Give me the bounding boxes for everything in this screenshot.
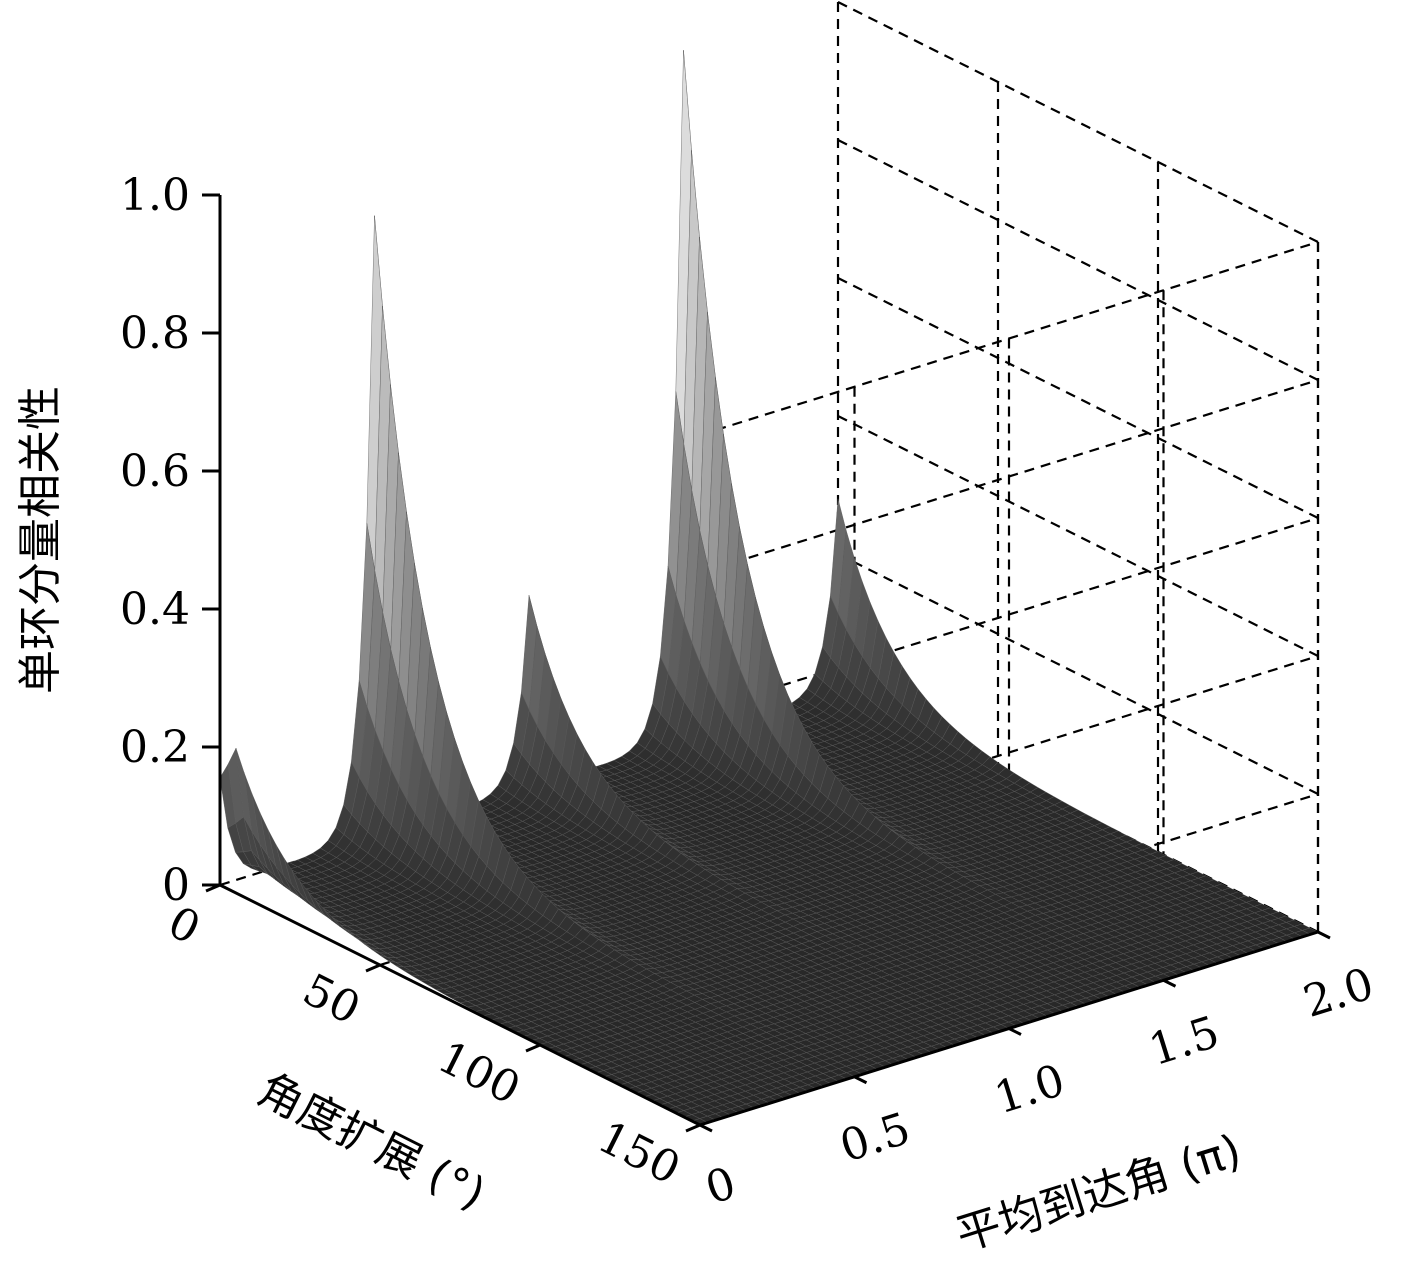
x-tick-label: 0 (700, 1158, 742, 1215)
grid-line-side-z (837, 277, 1319, 519)
surface-layer (219, 50, 1319, 1126)
z-tick-label: 1.0 (120, 170, 190, 221)
x-tick-label: 1.0 (989, 1055, 1071, 1125)
y-tick-label: 150 (590, 1112, 688, 1195)
x-tick-mark (1162, 978, 1177, 988)
x-tick-mark (699, 1123, 713, 1133)
x-tick-label: 1.5 (1143, 1007, 1225, 1077)
x-axis-title: 平均到达角 (π) (950, 1125, 1247, 1261)
x-tick-label: 0.5 (834, 1103, 916, 1173)
z-tick-label: 0.4 (120, 584, 190, 635)
grid-line-side-z (837, 553, 1319, 795)
x-tick-label: 2.0 (1298, 958, 1380, 1028)
y-tick-label: 100 (430, 1032, 528, 1115)
y-tick-mark (365, 963, 381, 973)
x-tick-mark (1008, 1027, 1022, 1036)
x-tick-mark (1317, 930, 1331, 940)
z-tick-label: 0.2 (120, 722, 190, 773)
grid-line-side-z (837, 415, 1319, 657)
z-tick-label: 0.6 (120, 446, 190, 497)
y-tick-mark (685, 1123, 701, 1133)
grid-line-side-z (837, 1, 1319, 243)
z-axis-title: 单环分量相关性 (15, 386, 66, 694)
grid-line-side-z (837, 139, 1319, 381)
x-tick-mark (853, 1075, 868, 1085)
z-tick-label: 0.8 (120, 308, 190, 359)
y-tick-mark (525, 1043, 541, 1053)
y-tick-label: 50 (295, 964, 368, 1035)
